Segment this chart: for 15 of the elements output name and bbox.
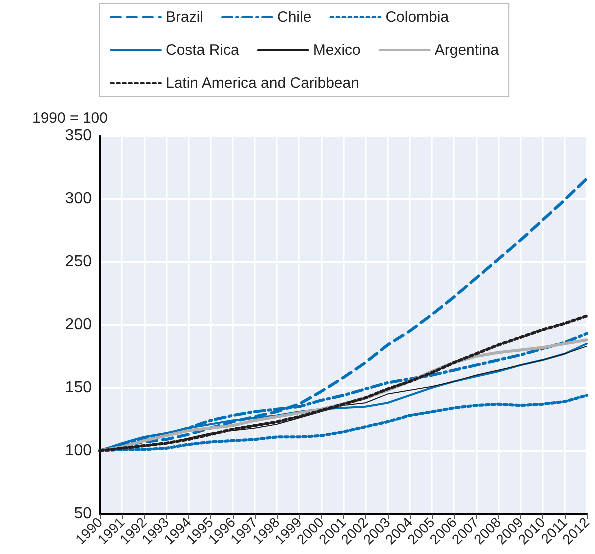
legend-label: Argentina [434, 42, 500, 59]
y-tick-label: 150 [65, 380, 92, 396]
y-tick-label: 50 [74, 506, 92, 522]
legend-label: Colombia [386, 9, 450, 26]
legend-label: Latin America and Caribbean [166, 75, 360, 92]
legend-label: Mexico [313, 42, 361, 59]
y-axis-title: 1990 = 100 [32, 110, 108, 127]
legend-label: Costa Rica [166, 42, 240, 59]
y-tick-label: 300 [65, 190, 92, 208]
y-tick-label: 350 [65, 128, 92, 144]
legend-label: Chile [278, 9, 312, 26]
legend-label: Brazil [166, 9, 204, 26]
y-tick-label: 200 [65, 316, 92, 334]
y-tick-label: 250 [65, 254, 92, 270]
y-tick-label: 100 [65, 442, 92, 460]
